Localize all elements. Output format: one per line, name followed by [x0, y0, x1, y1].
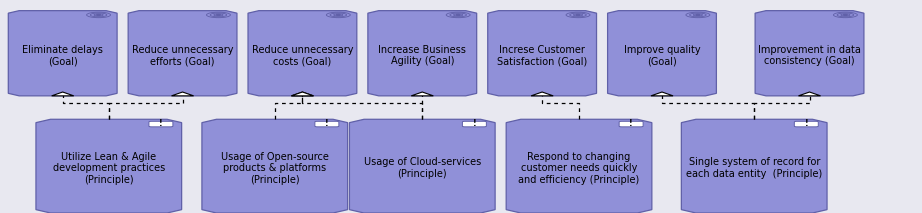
Circle shape — [696, 14, 700, 15]
Circle shape — [456, 14, 460, 15]
Text: Eliminate delays
(Goal): Eliminate delays (Goal) — [22, 45, 103, 66]
Text: !: ! — [325, 119, 328, 128]
Text: !: ! — [160, 119, 162, 128]
Text: Usage of Cloud-services
(Principle): Usage of Cloud-services (Principle) — [363, 157, 481, 179]
Polygon shape — [488, 11, 597, 96]
FancyBboxPatch shape — [620, 121, 644, 127]
Text: Improvement in data
consistency (Goal): Improvement in data consistency (Goal) — [758, 45, 861, 66]
Polygon shape — [291, 92, 313, 96]
Polygon shape — [681, 119, 827, 213]
Polygon shape — [248, 11, 357, 96]
Text: !: ! — [805, 119, 808, 128]
Circle shape — [337, 14, 340, 15]
Circle shape — [844, 14, 847, 15]
Circle shape — [576, 14, 580, 15]
Text: !: ! — [473, 119, 476, 128]
Text: Utilize Lean & Agile
development practices
(Principle): Utilize Lean & Agile development practic… — [53, 152, 165, 185]
Polygon shape — [411, 92, 433, 96]
Text: Increse Customer
Satisfaction (Goal): Increse Customer Satisfaction (Goal) — [497, 45, 587, 66]
Polygon shape — [506, 119, 652, 213]
Circle shape — [97, 14, 100, 15]
FancyBboxPatch shape — [795, 121, 819, 127]
Text: Respond to changing
customer needs quickly
and efficiency (Principle): Respond to changing customer needs quick… — [518, 152, 640, 185]
Text: Reduce unnecessary
efforts (Goal): Reduce unnecessary efforts (Goal) — [132, 45, 233, 66]
FancyBboxPatch shape — [463, 121, 487, 127]
Polygon shape — [8, 11, 117, 96]
Polygon shape — [608, 11, 716, 96]
Polygon shape — [755, 11, 864, 96]
FancyBboxPatch shape — [315, 121, 339, 127]
Text: Reduce unnecessary
costs (Goal): Reduce unnecessary costs (Goal) — [252, 45, 353, 66]
Polygon shape — [128, 11, 237, 96]
Text: Usage of Open-source
products & platforms
(Principle): Usage of Open-source products & platform… — [220, 152, 329, 185]
Polygon shape — [651, 92, 673, 96]
Polygon shape — [531, 92, 553, 96]
Polygon shape — [52, 92, 74, 96]
Polygon shape — [349, 119, 495, 213]
Text: Improve quality
(Goal): Improve quality (Goal) — [623, 45, 701, 66]
Polygon shape — [171, 92, 194, 96]
Polygon shape — [798, 92, 821, 96]
Polygon shape — [36, 119, 182, 213]
Text: Increase Business
Agility (Goal): Increase Business Agility (Goal) — [378, 45, 467, 66]
FancyBboxPatch shape — [149, 121, 173, 127]
Text: Single system of record for
each data entity  (Principle): Single system of record for each data en… — [686, 157, 822, 179]
Polygon shape — [291, 92, 313, 96]
Circle shape — [217, 14, 220, 15]
Polygon shape — [202, 119, 348, 213]
Text: !: ! — [630, 119, 632, 128]
Polygon shape — [368, 11, 477, 96]
